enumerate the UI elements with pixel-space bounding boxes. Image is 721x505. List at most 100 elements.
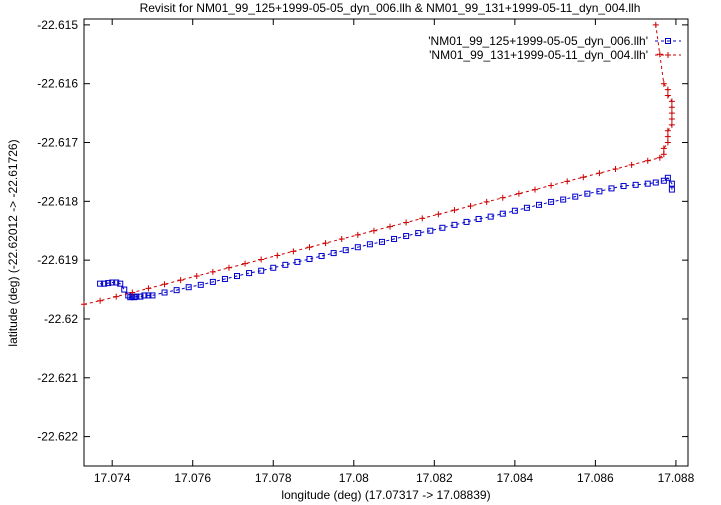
x-tick-label: 17.082 [416, 471, 453, 485]
x-axis-label: longitude (deg) (17.07317 -> 17.08839) [281, 488, 490, 502]
data-point [81, 301, 87, 308]
data-point [234, 273, 241, 280]
data-point [664, 174, 671, 181]
data-point [258, 267, 265, 274]
data-point [439, 224, 446, 231]
data-point [221, 275, 228, 282]
data-point [161, 289, 168, 296]
data-point [354, 244, 361, 251]
x-tick-label: 17.076 [174, 471, 211, 485]
data-point [572, 193, 579, 200]
data-point [342, 247, 349, 254]
data-point [531, 186, 538, 193]
data-point [628, 161, 635, 168]
data-point [548, 198, 555, 205]
data-point [483, 198, 490, 205]
data-point [664, 139, 671, 146]
data-point [290, 248, 297, 255]
data-point [133, 293, 140, 300]
data-point [101, 280, 108, 287]
data-point [145, 292, 152, 299]
y-tick-label: -22.616 [37, 77, 78, 91]
series-1 [97, 174, 675, 301]
data-point [242, 260, 249, 267]
data-point [282, 261, 289, 268]
data-point [129, 289, 136, 296]
data-point [370, 227, 377, 234]
y-tick-label: -22.619 [37, 253, 78, 267]
data-point [668, 121, 675, 128]
x-tick-label: 17.074 [94, 471, 131, 485]
chart-title: Revisit for NM01_99_125+1999-05-05_dyn_0… [140, 1, 641, 15]
data-point [427, 227, 434, 234]
data-point [209, 278, 216, 285]
data-point [435, 211, 442, 218]
data-point [564, 178, 571, 185]
data-point [584, 190, 591, 197]
data-point [664, 92, 671, 99]
data-point [149, 292, 156, 299]
data-point [475, 215, 482, 222]
data-point [660, 151, 667, 158]
y-tick-label: -22.621 [37, 371, 78, 385]
data-point [177, 277, 184, 284]
data-point [644, 180, 651, 187]
data-point [451, 207, 458, 214]
x-tick-label: 17.088 [658, 471, 695, 485]
data-point [487, 213, 494, 220]
data-point [664, 86, 671, 93]
data-point [113, 293, 120, 300]
data-point [97, 297, 104, 304]
data-point [246, 270, 253, 277]
data-point [338, 235, 345, 242]
data-point [193, 273, 200, 280]
data-point [161, 281, 168, 288]
data-point [121, 286, 128, 293]
data-point [270, 264, 277, 271]
data-point [668, 115, 675, 122]
data-point [451, 221, 458, 228]
data-point [354, 231, 361, 238]
legend-label: 'NM01_99_131+1999-05-11_dyn_004.llh' [429, 48, 648, 62]
data-point [173, 287, 180, 294]
data-point [294, 258, 301, 265]
data-point [652, 21, 659, 28]
axis-ticks: 17.074 17.076 17.078 17.08 17.082 17.084 17.08… [37, 18, 694, 485]
data-point [209, 268, 216, 275]
x-tick-label: 17.078 [255, 471, 292, 485]
data-point [668, 104, 675, 111]
y-tick-label: -22.618 [37, 194, 78, 208]
data-point [366, 241, 373, 248]
data-point [523, 204, 530, 211]
data-point [322, 240, 329, 247]
data-point [117, 280, 124, 287]
legend-marker [665, 52, 671, 58]
data-point [141, 292, 148, 299]
data-point [378, 238, 385, 245]
data-point [660, 145, 667, 152]
data-point [560, 196, 567, 203]
data-point [656, 154, 663, 161]
series-2 [81, 21, 675, 308]
data-point [511, 207, 518, 214]
legend-label: 'NM01_99_125+1999-05-05_dyn_006.llh' [428, 34, 648, 48]
data-point [536, 201, 543, 208]
legend-marker [665, 38, 671, 44]
data-point [387, 223, 394, 230]
data-point [137, 293, 144, 300]
x-tick-label: 17.084 [497, 471, 534, 485]
data-point [274, 252, 281, 259]
data-point [596, 188, 603, 195]
data-point [660, 80, 667, 87]
data-point [258, 256, 265, 263]
x-tick-label: 17.086 [577, 471, 614, 485]
y-tick-label: -22.622 [37, 430, 78, 444]
data-point [197, 281, 204, 288]
data-point [330, 250, 337, 257]
data-point [403, 219, 410, 226]
x-tick-label: 17.08 [339, 471, 369, 485]
data-point [109, 279, 116, 286]
data-point [668, 186, 675, 193]
data-point [656, 51, 663, 58]
y-tick-label: -22.617 [37, 136, 78, 150]
